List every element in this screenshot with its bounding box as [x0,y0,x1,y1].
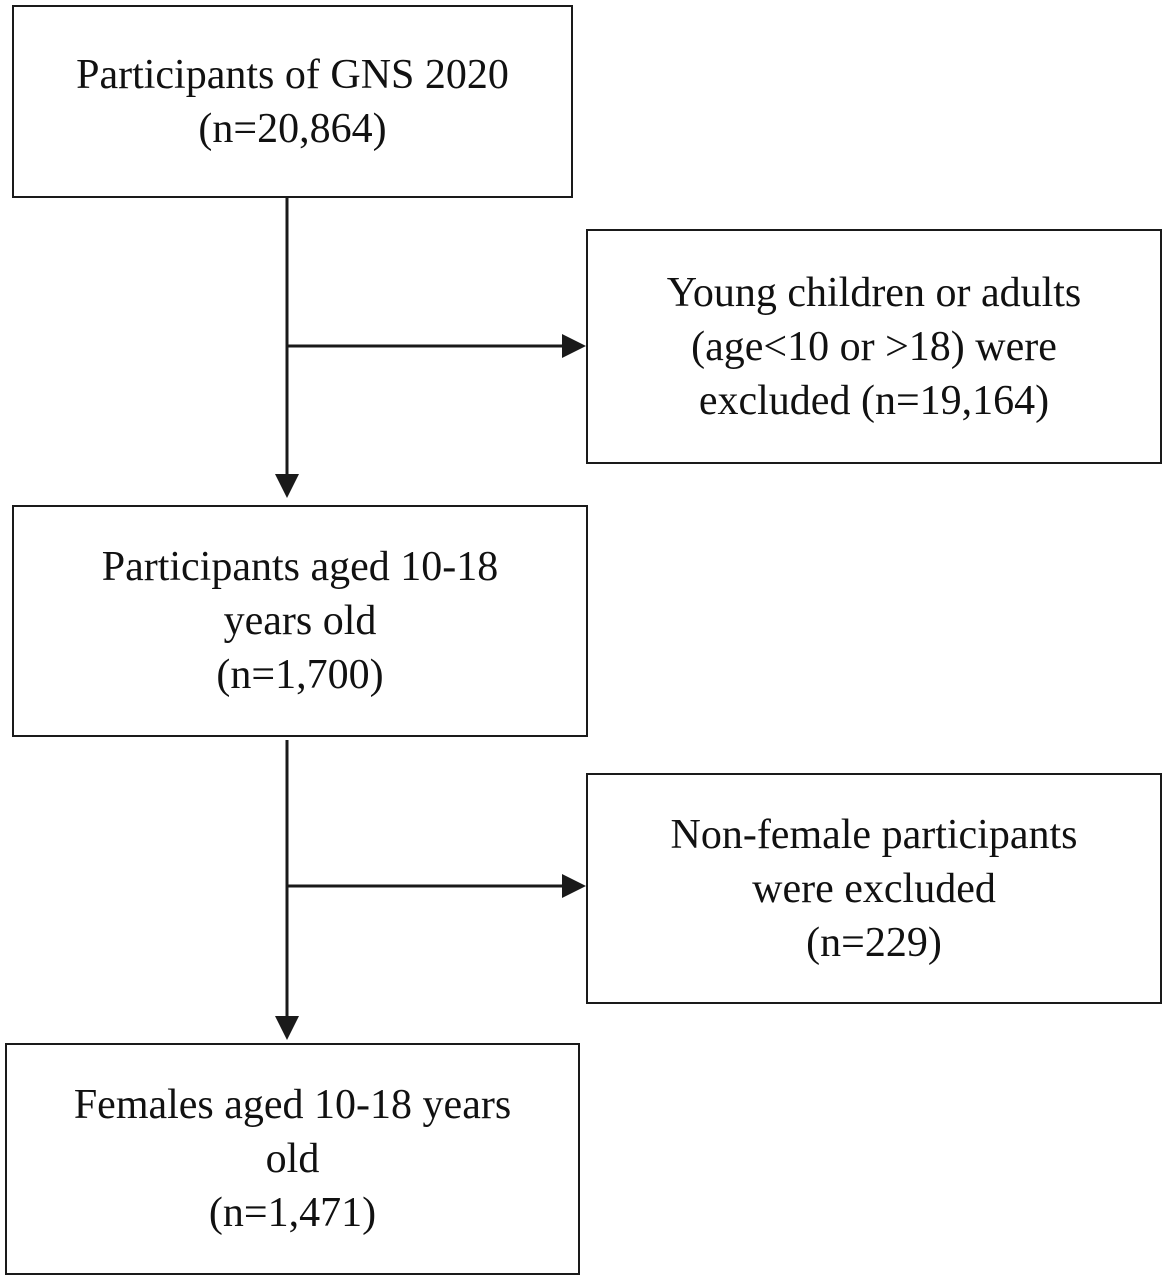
arrowhead-middle-to-final [275,1016,299,1040]
box-exclusion-2-line-1: Non-female participants [670,811,1078,858]
box-start-line-1: Participants of GNS 2020 [76,51,509,98]
box-exclusion-1-line-2: (age<10 or >18) were [691,323,1057,370]
box-start-line-2: (n=20,864) [198,105,387,152]
box-final-line-2: old [265,1136,320,1182]
box-middle-line-2: years old [223,598,377,644]
box-middle-line-3: (n=1,700) [216,652,384,698]
box-start: Participants of GNS 2020 (n=20,864) [12,5,573,198]
arrowhead-branch-exclusion-1 [562,334,586,358]
box-exclusion-1-line-3: excluded (n=19,164) [698,377,1050,424]
box-exclusion-1: Young children or adults (age<10 or >18)… [586,229,1162,464]
box-middle: Participants aged 10-18 years old (n=1,7… [12,505,588,737]
box-final-line-1: Females aged 10-18 years [73,1082,512,1128]
box-middle-line-1: Participants aged 10-18 [101,544,499,590]
arrowhead-start-to-middle [275,474,299,498]
box-exclusion-2: Non-female participants were excluded (n… [586,773,1162,1004]
box-final-line-3: (n=1,471) [208,1190,377,1236]
box-exclusion-2-line-3: (n=229) [806,919,942,966]
arrowhead-branch-exclusion-2 [562,874,586,898]
box-final: Females aged 10-18 years old (n=1,471) [5,1043,580,1275]
box-exclusion-2-line-2: were excluded [752,865,996,912]
box-exclusion-1-line-1: Young children or adults [666,269,1082,316]
